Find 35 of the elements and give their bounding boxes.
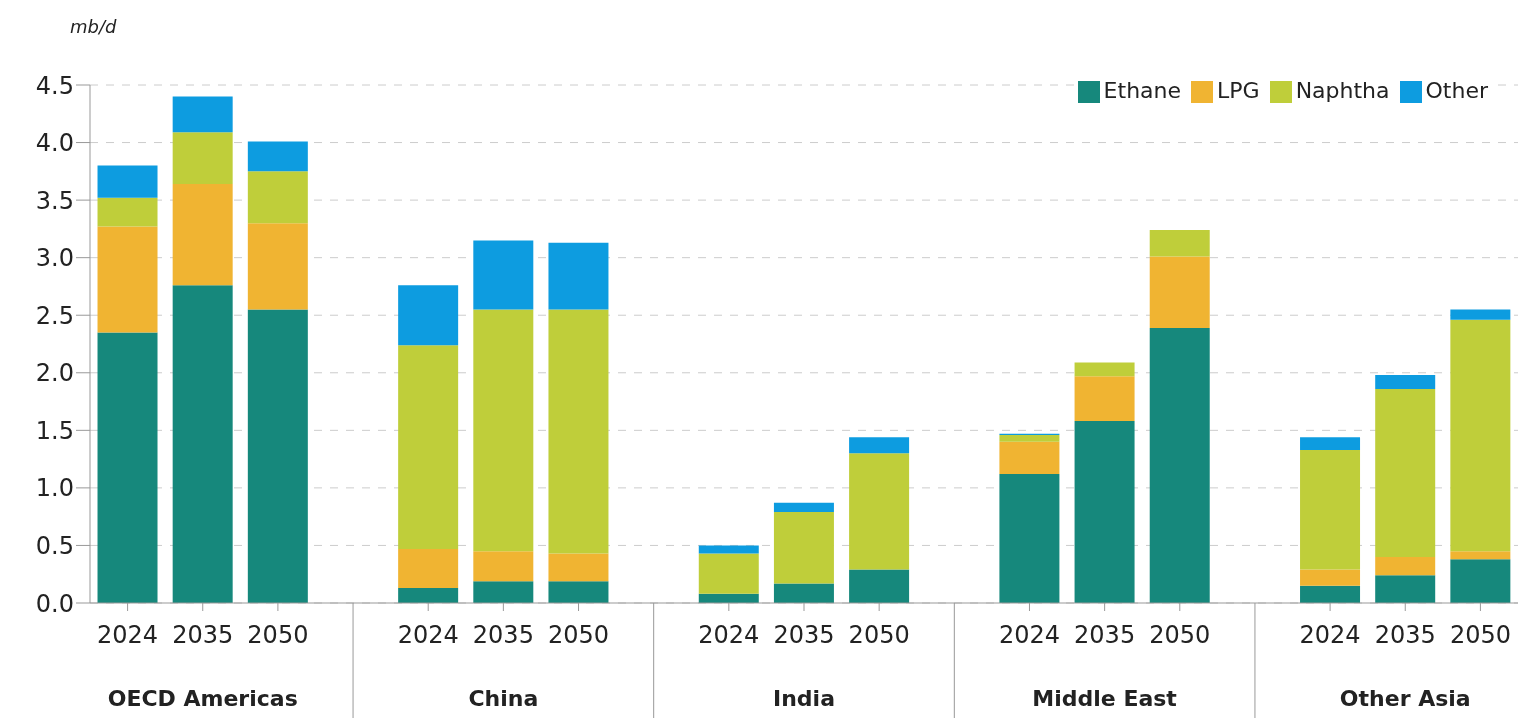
legend-label: Other — [1425, 78, 1488, 103]
y-tick-label: 3.5 — [35, 186, 74, 215]
legend-label: Ethane — [1103, 78, 1182, 103]
x-tick-label: 2024 — [698, 621, 760, 649]
x-tick-label: 2035 — [1374, 621, 1436, 649]
x-tick-label: 2035 — [172, 621, 234, 649]
x-tick-label: 2050 — [1149, 621, 1211, 649]
x-tick-label: 2024 — [97, 621, 159, 649]
y-tick-label: 0.5 — [35, 531, 74, 560]
y-axis-title: mb/d — [70, 16, 117, 37]
y-tick-label: 4.5 — [35, 71, 74, 100]
text: OECD Americas — [107, 686, 298, 711]
legend-label: Naphtha — [1295, 78, 1390, 103]
text: India — [773, 686, 835, 711]
y-tick-label: 4.0 — [35, 129, 74, 158]
x-tick-label: 2050 — [547, 621, 610, 649]
x-tick-label: 2035 — [1074, 621, 1136, 649]
x-tick-label: 2050 — [1449, 621, 1511, 649]
y-tick-label: 2.5 — [35, 301, 74, 330]
x-tick-label: 2024 — [998, 621, 1061, 649]
text: Middle East — [1032, 686, 1178, 711]
x-tick-label: 2024 — [1299, 621, 1361, 649]
x-tick-label: 2024 — [397, 621, 459, 649]
y-tick-label: 0.0 — [35, 589, 74, 618]
x-tick-label: 2035 — [472, 621, 534, 649]
y-tick-label: 2.0 — [35, 359, 74, 388]
x-tick-label: 2050 — [848, 621, 910, 649]
legend-label: LPG — [1217, 78, 1260, 103]
text: China — [468, 686, 539, 711]
y-tick-label: 1.5 — [35, 416, 74, 445]
x-tick-label: 2050 — [247, 621, 309, 649]
y-tick-label: 3.0 — [35, 244, 74, 273]
x-tick-label: 2035 — [773, 621, 835, 649]
text: Other Asia — [1339, 686, 1471, 711]
y-tick-label: 1.0 — [35, 474, 74, 503]
